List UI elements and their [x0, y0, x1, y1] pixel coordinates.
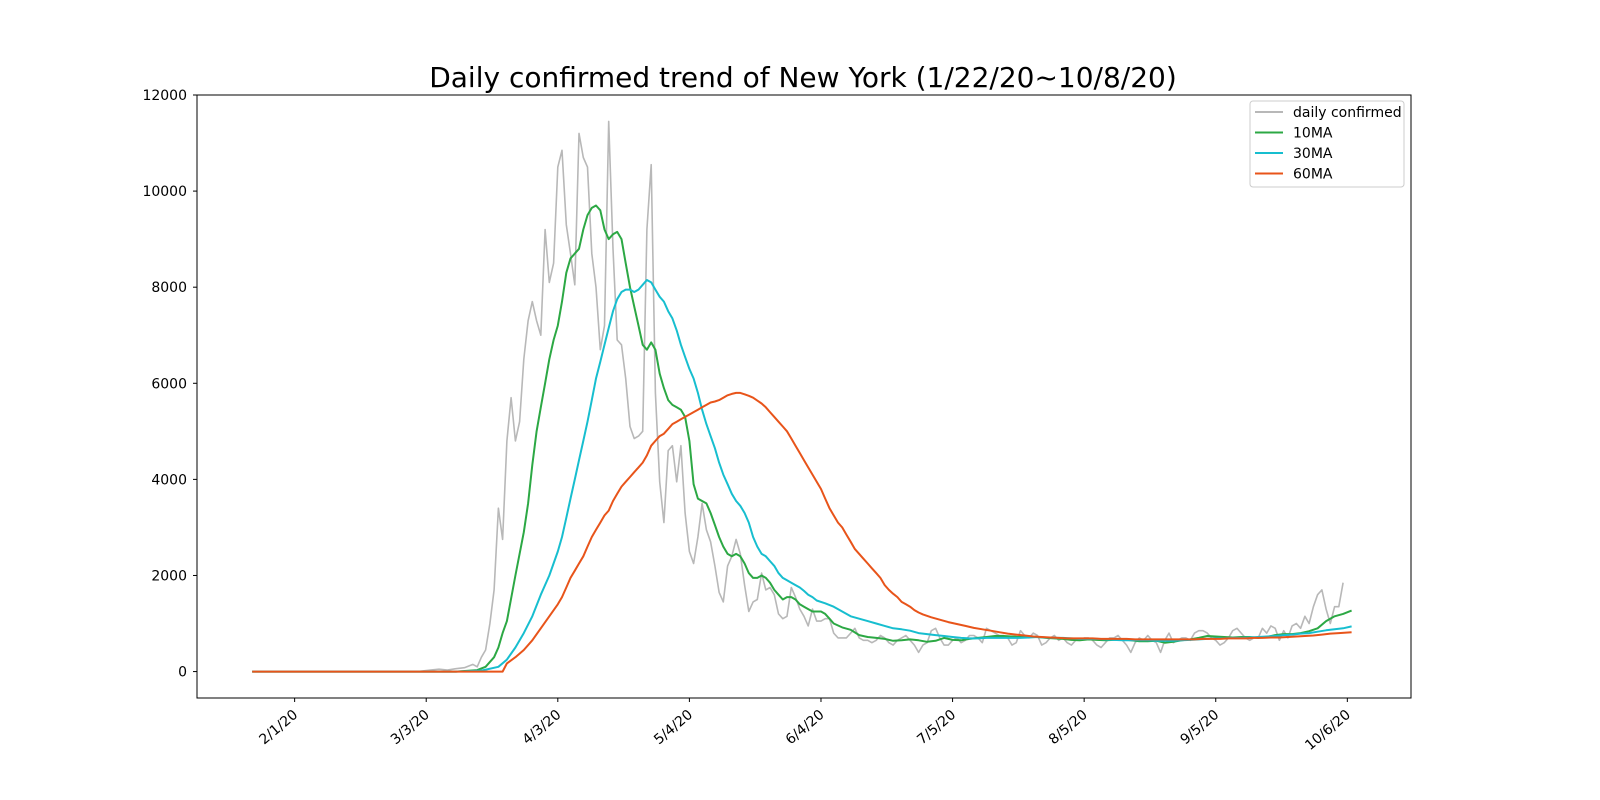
- legend-label: daily confirmed: [1293, 105, 1402, 121]
- legend: daily confirmed 10MA 30MA 60MA: [1249, 100, 1405, 188]
- y-tick-label: 2000: [151, 568, 187, 584]
- y-tick-label: 0: [178, 665, 187, 681]
- legend-label: 60MA: [1293, 167, 1333, 183]
- x-tick-label: 8/5/20: [1046, 707, 1091, 748]
- x-axis: 2/1/20 3/3/20 4/3/20 5/4/20 6/4/20 7/5/20 8/5/…: [256, 698, 1354, 754]
- series-line-10ma: [252, 204, 1352, 673]
- x-tick-label: 3/3/20: [388, 707, 433, 748]
- x-tick-label: 6/4/20: [783, 707, 828, 748]
- y-tick-label: 8000: [151, 280, 187, 296]
- legend-box: [1249, 100, 1405, 188]
- y-tick-label: 4000: [151, 472, 187, 488]
- x-tick-label: 5/4/20: [651, 707, 696, 748]
- y-tick-label: 6000: [151, 376, 187, 392]
- y-axis: 0 2000 4000 6000 8000 10000 12000: [142, 88, 197, 681]
- series-line-daily-confirmed: [252, 120, 1344, 673]
- chart-title: Daily confirmed trend of New York (1/22/…: [429, 61, 1177, 94]
- x-tick-label: 4/3/20: [520, 707, 565, 748]
- y-tick-label: 10000: [142, 184, 187, 200]
- series-line-30ma: [252, 279, 1352, 673]
- legend-label: 10MA: [1293, 126, 1333, 142]
- x-tick-label: 2/1/20: [256, 707, 301, 748]
- x-tick-label: 7/5/20: [914, 707, 959, 748]
- x-tick-label: 10/6/20: [1302, 707, 1354, 754]
- y-tick-label: 12000: [142, 88, 187, 104]
- series-line-60ma: [252, 391, 1352, 673]
- x-tick-label: 9/5/20: [1178, 707, 1223, 748]
- series-layer: [252, 120, 1352, 673]
- plot-area-frame: [196, 94, 1412, 699]
- legend-label: 30MA: [1293, 146, 1333, 162]
